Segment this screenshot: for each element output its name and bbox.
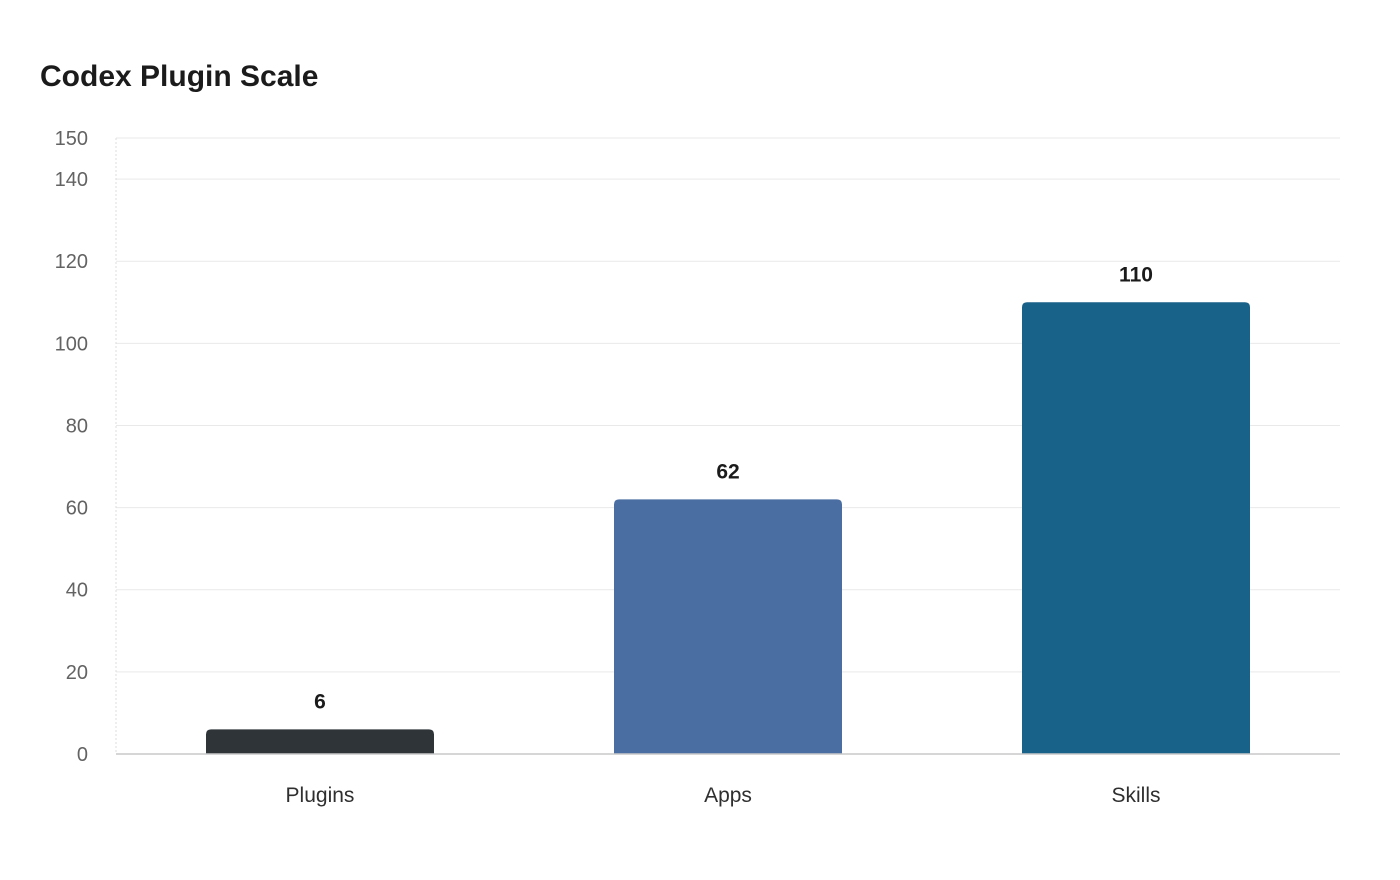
data-label-plugins: 6 [314, 690, 326, 713]
x-axis-labels: Plugins Apps Skills [286, 784, 1161, 807]
y-tick-label: 150 [55, 128, 88, 150]
data-label-skills: 110 [1119, 263, 1153, 286]
y-tick-label: 80 [66, 415, 88, 437]
y-tick-label: 100 [55, 333, 88, 355]
data-label-apps: 62 [716, 460, 739, 483]
chart-title: Codex Plugin Scale [40, 60, 319, 93]
y-tick-label: 60 [66, 498, 88, 520]
y-tick-label: 20 [66, 662, 88, 684]
bar-plugins [206, 729, 434, 754]
y-tick-label: 120 [55, 251, 88, 273]
x-tick-label-skills: Skills [1111, 784, 1160, 807]
y-tick-label: 140 [55, 169, 88, 191]
data-labels: 6 62 110 [314, 263, 1153, 713]
x-tick-label-plugins: Plugins [286, 784, 355, 807]
y-tick-label: 40 [66, 580, 88, 602]
x-tick-label-apps: Apps [704, 784, 752, 807]
bars [206, 302, 1250, 754]
y-axis-ticks: 0 20 40 60 80 100 120 140 150 [55, 128, 88, 766]
bar-apps [614, 499, 842, 754]
bar-skills [1022, 302, 1250, 754]
y-tick-label: 0 [77, 744, 88, 766]
